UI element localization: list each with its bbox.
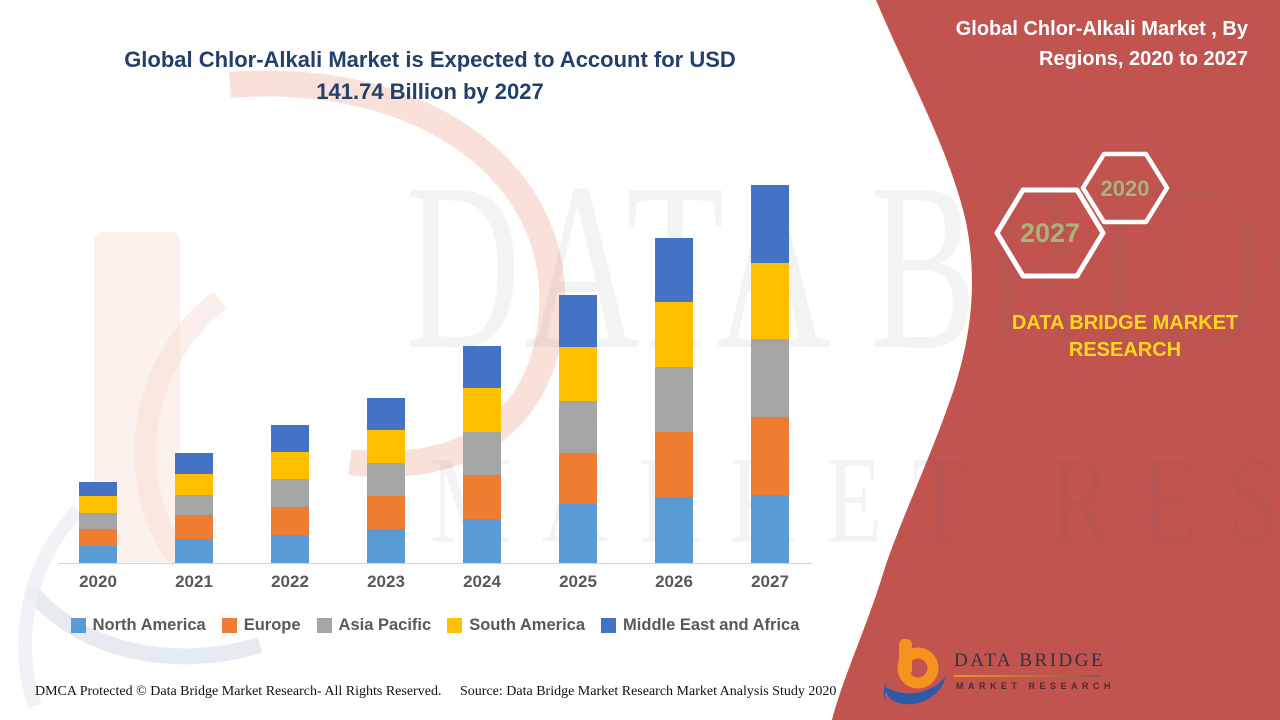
bar-segment-south-america [271, 451, 309, 480]
logo-wordmark: DATA BRIDGE [954, 650, 1106, 671]
legend-swatch-north-america [70, 618, 86, 633]
bar-segment-asia-pacific [271, 479, 309, 507]
x-axis-label-2027: 2027 [751, 572, 789, 591]
chart-title-line2: 141.74 Billion by 2027 [316, 79, 544, 104]
logo-tagline: MARKET RESEARCH [956, 681, 1116, 691]
hexagon-2027-label: 2027 [1019, 218, 1081, 248]
legend-swatch-europe [221, 618, 237, 633]
bar-segment-europe [463, 475, 501, 519]
bar-segment-north-america [79, 545, 117, 563]
bar-segment-europe [751, 416, 789, 495]
bar-segment-europe [79, 528, 117, 546]
stacked-bar-2024 [463, 345, 501, 563]
bar-segment-asia-pacific [79, 512, 117, 529]
legend-item-asia-pacific: Asia Pacific [316, 616, 432, 635]
hexagon-2020-label: 2020 [1100, 176, 1150, 201]
bar-segment-middle-east-and-africa [79, 481, 117, 496]
bar-segment-middle-east-and-africa [175, 452, 213, 474]
bar-segment-middle-east-and-africa [559, 294, 597, 347]
legend-label-middle-east-and-africa: Middle East and Africa [623, 616, 800, 634]
bar-segment-asia-pacific [751, 339, 789, 417]
chart-legend: North America Europe Asia Pacific South Ame… [40, 616, 830, 635]
legend-item-middle-east-and-africa: Middle East and Africa [601, 616, 799, 635]
x-axis-label-2021: 2021 [175, 572, 213, 591]
legend-label-north-america: North America [92, 616, 206, 634]
brand-name: DATA BRIDGE MARKET RESEARCH [1000, 310, 1250, 364]
logo-underline [954, 675, 1100, 677]
stacked-bar-2027 [751, 185, 789, 563]
chart-title: Global Chlor-Alkali Market is Expected t… [80, 44, 780, 108]
stacked-bar-plot [58, 150, 812, 564]
bar-segment-south-america [559, 346, 597, 402]
bar-segment-middle-east-and-africa [367, 397, 405, 430]
legend-label-europe: Europe [243, 616, 301, 634]
legend-swatch-south-america [447, 618, 463, 633]
stacked-bar-2020 [79, 481, 117, 563]
legend-item-north-america: North America [70, 616, 206, 635]
source-note: Source: Data Bridge Market Research Mark… [460, 684, 837, 699]
legend-label-asia-pacific: Asia Pacific [338, 616, 432, 634]
bar-segment-north-america [175, 539, 213, 563]
bar-segment-middle-east-and-africa [751, 185, 789, 264]
x-axis-label-2023: 2023 [367, 572, 405, 591]
bar-segment-south-america [175, 473, 213, 495]
bar-segment-south-america [79, 495, 117, 513]
bar-segment-north-america [271, 534, 309, 563]
brand-line1: DATA BRIDGE MARKET [1011, 312, 1239, 334]
stacked-bar-2021 [175, 452, 213, 563]
bar-segment-europe [655, 431, 693, 497]
legend-swatch-middle-east-and-africa [601, 618, 617, 633]
bar-segment-north-america [463, 518, 501, 563]
data-bridge-logo-icon [883, 639, 946, 705]
panel-title-line1: Global Chlor-Alkali Market , By [955, 18, 1248, 40]
brand-line2: RESEARCH [1068, 339, 1182, 361]
panel-title-line2: Regions, 2020 to 2027 [1039, 48, 1248, 70]
bar-segment-north-america [559, 503, 597, 563]
bar-segment-asia-pacific [175, 495, 213, 515]
x-axis-label-2024: 2024 [463, 572, 501, 591]
bar-segment-asia-pacific [559, 401, 597, 454]
ghost-logo-watermark [18, 70, 566, 709]
legend-label-south-america: South America [469, 616, 586, 634]
stacked-bar-2022 [271, 424, 309, 563]
bar-segment-europe [559, 453, 597, 504]
bar-segment-north-america [655, 496, 693, 563]
bar-segment-south-america [751, 263, 789, 340]
dmca-notice: DMCA Protected © Data Bridge Market Rese… [35, 684, 442, 699]
bar-segment-europe [367, 495, 405, 529]
bar-segment-asia-pacific [367, 462, 405, 496]
legend-item-south-america: South America [447, 616, 585, 635]
bar-segment-south-america [463, 388, 501, 432]
legend-swatch-asia-pacific [316, 618, 332, 633]
bar-segment-middle-east-and-africa [463, 345, 501, 389]
panel-title: Global Chlor-Alkali Market , By Regions,… [956, 14, 1248, 74]
bar-segment-asia-pacific [655, 366, 693, 432]
stacked-bar-2026 [655, 237, 693, 563]
bar-segment-asia-pacific [463, 431, 501, 476]
bar-segment-north-america [751, 495, 789, 563]
x-axis-label-2022: 2022 [271, 572, 309, 591]
x-axis-label-2020: 2020 [79, 572, 117, 591]
stacked-bar-2025 [559, 294, 597, 563]
bar-segment-europe [271, 506, 309, 535]
legend-item-europe: Europe [221, 616, 301, 635]
x-axis-label-2025: 2025 [559, 572, 597, 591]
stacked-bar-2023 [367, 397, 405, 563]
chart-title-line1: Global Chlor-Alkali Market is Expected t… [124, 47, 736, 72]
x-axis-labels: 2020 2021 2022 2023 2024 2025 2026 2027 [58, 572, 812, 596]
x-axis-label-2026: 2026 [655, 572, 693, 591]
bar-segment-north-america [367, 528, 405, 563]
bar-segment-europe [175, 515, 213, 539]
bar-segment-south-america [367, 429, 405, 463]
bar-segment-middle-east-and-africa [271, 424, 309, 452]
bar-segment-south-america [655, 301, 693, 367]
bar-segment-middle-east-and-africa [655, 237, 693, 302]
